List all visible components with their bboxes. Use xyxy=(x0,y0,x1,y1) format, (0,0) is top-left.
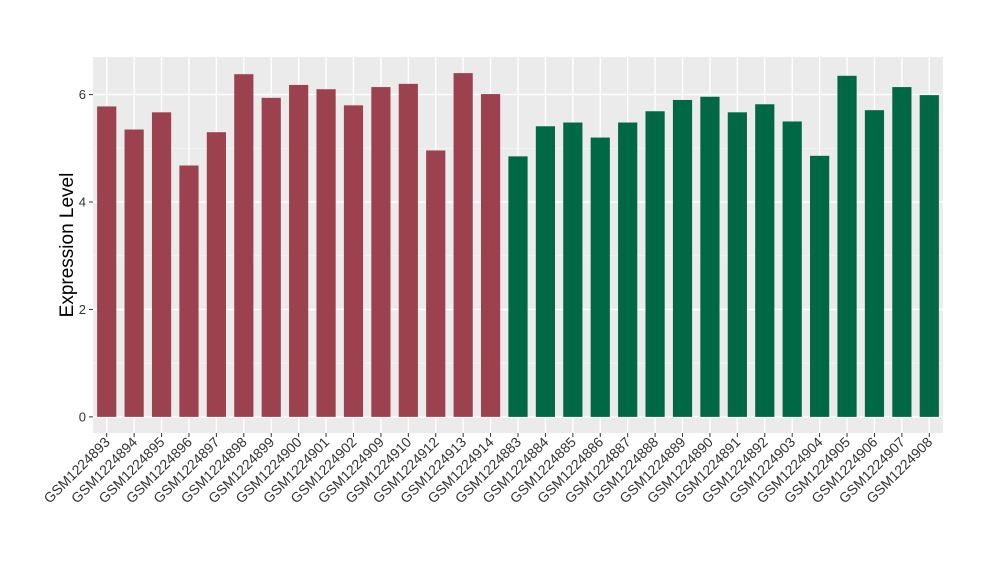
bar xyxy=(645,111,665,417)
bar xyxy=(179,165,199,417)
bar xyxy=(151,112,172,417)
y-tick-label: 6 xyxy=(79,87,86,102)
bar xyxy=(672,99,693,417)
bar xyxy=(618,122,638,417)
y-tick-label: 0 xyxy=(79,409,86,424)
bar-series xyxy=(97,73,939,417)
bar xyxy=(535,126,556,417)
bar xyxy=(755,104,775,417)
bar xyxy=(289,84,309,417)
bar xyxy=(343,105,364,417)
x-axis: GSM1224893GSM1224894GSM1224895GSM1224896… xyxy=(40,433,936,506)
y-tick-label: 4 xyxy=(79,195,86,210)
bar xyxy=(97,106,117,417)
bar xyxy=(371,87,391,417)
bar xyxy=(261,97,281,417)
y-axis-label: Expression Level xyxy=(57,173,78,318)
bar xyxy=(837,75,857,417)
bar xyxy=(700,96,720,417)
bar xyxy=(206,132,226,417)
bar xyxy=(864,110,885,417)
y-tick-label: 2 xyxy=(79,302,86,317)
bar xyxy=(919,95,939,417)
bar xyxy=(398,83,418,417)
bar xyxy=(810,155,830,417)
bar xyxy=(426,150,446,417)
bar xyxy=(234,74,254,417)
bar xyxy=(563,122,583,417)
bar xyxy=(480,94,501,417)
bar xyxy=(316,89,336,417)
bar xyxy=(453,73,473,417)
bar xyxy=(590,137,610,417)
bar xyxy=(727,112,747,417)
bar xyxy=(892,87,912,417)
bar xyxy=(782,121,802,417)
bar xyxy=(124,129,144,417)
y-axis: 0 2 4 6 xyxy=(79,87,93,424)
bar xyxy=(508,156,528,417)
